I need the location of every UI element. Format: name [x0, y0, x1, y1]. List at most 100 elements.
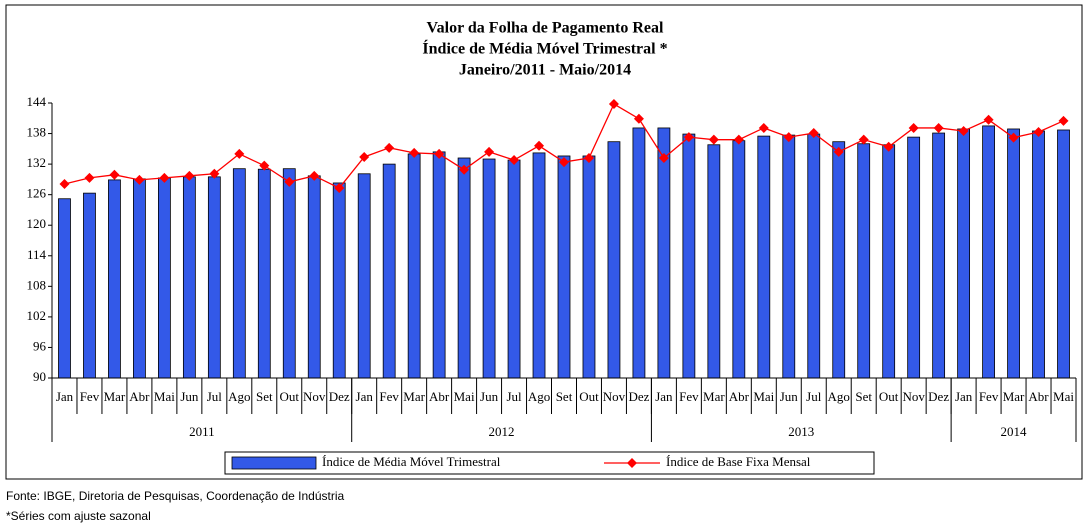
- x-tick-label: Mar: [104, 389, 126, 404]
- bar: [157, 177, 171, 379]
- y-tick-label: 90: [33, 369, 46, 384]
- bar: [957, 128, 971, 379]
- x-tick-label: Ago: [228, 389, 250, 404]
- bar: [83, 192, 96, 379]
- line-marker: [84, 172, 95, 183]
- line-marker: [534, 140, 545, 151]
- bar: [657, 127, 671, 379]
- line-marker: [434, 148, 445, 159]
- line-marker: [958, 126, 969, 137]
- x-tick-label: Nov: [303, 389, 326, 404]
- footnote: *Séries com ajuste sazonal: [6, 509, 151, 523]
- bar: [607, 141, 621, 379]
- x-tick-label: Jul: [207, 389, 223, 404]
- line-marker: [883, 141, 894, 152]
- x-group-label: 2013: [788, 424, 814, 439]
- line-marker: [908, 122, 919, 133]
- bar: [457, 157, 471, 379]
- bar: [332, 182, 346, 379]
- line-marker: [459, 164, 470, 175]
- x-tick-label: Jan: [955, 389, 973, 404]
- legend-label: Índice de Base Fixa Mensal: [666, 454, 811, 469]
- y-tick-label: 138: [27, 125, 47, 140]
- y-tick-label: 126: [27, 186, 47, 201]
- bar: [757, 135, 771, 379]
- x-tick-label: Fev: [379, 389, 399, 404]
- x-tick-label: Mai: [753, 389, 774, 404]
- x-group-label: 2012: [489, 424, 515, 439]
- x-tick-label: Jan: [655, 389, 673, 404]
- line-marker: [484, 146, 495, 157]
- x-tick-label: Jun: [180, 389, 199, 404]
- line-marker: [334, 183, 345, 194]
- x-tick-label: Abr: [729, 389, 750, 404]
- legend-box: [224, 451, 875, 475]
- bar: [232, 168, 246, 379]
- bar: [1032, 130, 1045, 379]
- x-tick-label: Jan: [56, 389, 74, 404]
- bar: [507, 159, 521, 379]
- bar: [532, 152, 546, 379]
- x-tick-label: Jul: [806, 389, 822, 404]
- x-tick-label: Out: [280, 389, 300, 404]
- line-marker: [359, 151, 370, 162]
- line-marker: [509, 155, 520, 166]
- line-marker: [783, 132, 794, 143]
- x-tick-label: Set: [855, 389, 872, 404]
- legend-swatch: [627, 458, 637, 468]
- chart-title: Janeiro/2011 - Maio/2014: [459, 62, 631, 79]
- line-marker: [209, 168, 220, 179]
- x-tick-label: Nov: [603, 389, 626, 404]
- x-tick-label: Dez: [928, 389, 949, 404]
- line-marker: [284, 176, 295, 187]
- x-tick-label: Mar: [403, 389, 425, 404]
- line-marker: [933, 122, 944, 133]
- bar: [182, 176, 196, 379]
- x-tick-label: Out: [579, 389, 599, 404]
- line-marker: [583, 153, 594, 163]
- line-marker: [633, 113, 644, 124]
- line-marker: [1033, 127, 1044, 138]
- bar: [1057, 129, 1070, 379]
- bar: [907, 136, 921, 379]
- chart-title: Índice de Média Móvel Trimestral *: [422, 39, 667, 58]
- line-marker: [409, 147, 420, 158]
- x-tick-label: Jul: [506, 389, 522, 404]
- bar: [108, 179, 121, 379]
- x-tick-label: Set: [556, 389, 573, 404]
- bar: [682, 133, 696, 379]
- x-tick-label: Abr: [1028, 389, 1049, 404]
- line-marker: [708, 134, 719, 145]
- x-tick-label: Ago: [828, 389, 850, 404]
- bar: [282, 168, 296, 379]
- bar: [207, 176, 221, 379]
- bar: [382, 163, 396, 379]
- bar: [857, 143, 871, 379]
- bar: [58, 198, 71, 379]
- bar: [407, 153, 421, 379]
- x-tick-label: Out: [879, 389, 899, 404]
- bar: [1007, 128, 1020, 379]
- bar: [432, 151, 446, 379]
- line-marker: [658, 153, 669, 163]
- y-tick-label: 102: [27, 308, 47, 323]
- bar: [482, 158, 496, 379]
- line-marker: [608, 99, 619, 110]
- x-tick-label: Mar: [1003, 389, 1025, 404]
- bar: [582, 155, 596, 379]
- x-tick-label: Dez: [628, 389, 649, 404]
- bar: [307, 175, 321, 379]
- bar: [807, 133, 821, 379]
- x-tick-label: Mai: [454, 389, 475, 404]
- legend-swatch: [231, 456, 317, 470]
- line-marker: [808, 128, 819, 139]
- bar: [133, 178, 146, 379]
- bar: [982, 125, 995, 379]
- x-tick-label: Jan: [356, 389, 374, 404]
- x-tick-label: Fev: [80, 389, 100, 404]
- line-marker: [1008, 132, 1019, 143]
- line-marker: [234, 148, 245, 159]
- x-tick-label: Mar: [703, 389, 725, 404]
